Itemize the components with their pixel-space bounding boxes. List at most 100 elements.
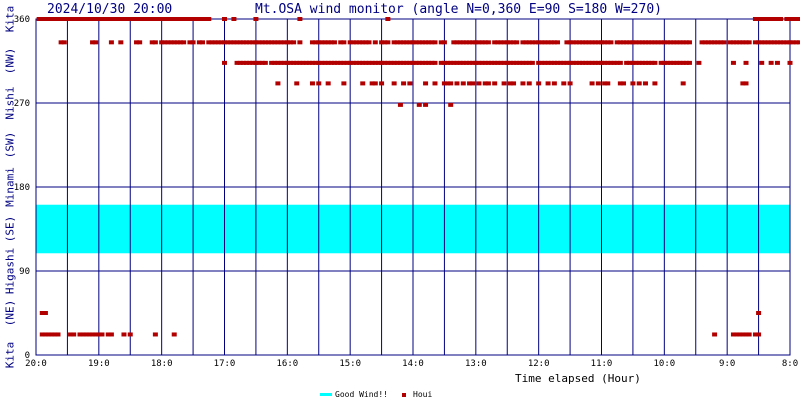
houi-point	[514, 60, 520, 65]
houi-point	[190, 40, 196, 45]
houi-point	[127, 332, 133, 337]
houi-point	[617, 60, 623, 65]
y-tick-label: 180	[14, 183, 30, 193]
houi-point	[181, 17, 187, 21]
houi-point	[460, 81, 466, 86]
houi-point	[611, 60, 617, 65]
houi-point	[507, 40, 513, 45]
houi-point	[501, 81, 507, 86]
houi-point	[451, 60, 457, 65]
houi-point	[796, 40, 800, 45]
houi-point	[328, 40, 334, 45]
houi-point	[577, 60, 583, 65]
houi-point	[250, 40, 256, 45]
houi-point	[454, 60, 460, 65]
houi-point	[105, 332, 111, 337]
houi-point	[259, 40, 265, 45]
houi-point	[115, 17, 121, 21]
houi-point	[96, 332, 102, 337]
houi-point	[168, 17, 174, 21]
houi-point	[134, 17, 140, 21]
houi-point	[42, 332, 48, 337]
houi-point	[564, 40, 570, 45]
houi-point	[787, 17, 793, 21]
houi-point	[520, 40, 526, 45]
houi-point	[620, 81, 626, 86]
houi-point	[605, 40, 611, 45]
houi-point	[642, 60, 648, 65]
houi-point	[489, 60, 495, 65]
houi-point	[77, 332, 83, 337]
houi-point	[341, 60, 347, 65]
houi-point	[504, 60, 510, 65]
houi-point	[74, 17, 80, 21]
houi-point	[360, 40, 366, 45]
houi-point	[558, 60, 564, 65]
houi-point	[319, 60, 325, 65]
houi-point	[495, 60, 501, 65]
houi-point	[567, 81, 573, 86]
houi-point	[353, 60, 359, 65]
houi-point	[470, 60, 476, 65]
houi-point	[265, 40, 271, 45]
houi-point	[237, 40, 243, 45]
houi-point	[149, 17, 155, 21]
houi-point	[93, 332, 99, 337]
houi-point	[639, 60, 645, 65]
houi-point	[429, 60, 435, 65]
x-tick-label: 15:0	[339, 359, 361, 369]
houi-point	[382, 40, 388, 45]
x-tick-label: 9:0	[719, 359, 735, 369]
houi-point	[734, 40, 740, 45]
houi-point	[448, 102, 454, 107]
houi-point	[83, 332, 89, 337]
houi-point	[668, 60, 674, 65]
houi-point	[501, 40, 507, 45]
x-tick-label: 10:0	[653, 359, 675, 369]
houi-point	[272, 40, 278, 45]
houi-point	[174, 40, 180, 45]
houi-point	[696, 60, 702, 65]
houi-point	[429, 40, 435, 45]
houi-point	[413, 60, 419, 65]
houi-point	[269, 60, 275, 65]
houi-point	[388, 60, 394, 65]
houi-point	[743, 60, 749, 65]
houi-point	[397, 102, 403, 107]
houi-point	[190, 17, 196, 21]
houi-point	[787, 40, 793, 45]
houi-point	[140, 17, 146, 21]
houi-point	[438, 60, 444, 65]
houi-point	[419, 60, 425, 65]
houi-point	[187, 40, 193, 45]
houi-point	[297, 60, 303, 65]
houi-point	[253, 40, 259, 45]
houi-point	[259, 60, 265, 65]
houi-point	[649, 40, 655, 45]
x-tick-labels: 20:0 19:0 18:0 17:0 16:0 15:0 14:0 13:0 12:0 11:0…	[25, 359, 798, 369]
houi-point	[561, 60, 567, 65]
houi-point	[564, 60, 570, 65]
houi-point	[243, 40, 249, 45]
houi-point	[636, 81, 642, 86]
x-tick-label: 18:0	[151, 359, 173, 369]
houi-point	[407, 60, 413, 65]
houi-point	[404, 40, 410, 45]
houi-point	[407, 40, 413, 45]
houi-point	[372, 40, 378, 45]
houi-point	[495, 40, 501, 45]
houi-point	[485, 81, 491, 86]
houi-point	[463, 60, 469, 65]
x-tick-label: 12:0	[528, 359, 550, 369]
houi-point	[778, 40, 784, 45]
houi-point	[712, 332, 718, 337]
houi-point	[548, 40, 554, 45]
houi-point	[58, 40, 64, 45]
houi-point	[683, 60, 689, 65]
houi-point	[184, 17, 190, 21]
houi-point	[394, 60, 400, 65]
houi-point	[325, 81, 331, 86]
houi-point	[309, 60, 315, 65]
houi-point	[752, 332, 758, 337]
